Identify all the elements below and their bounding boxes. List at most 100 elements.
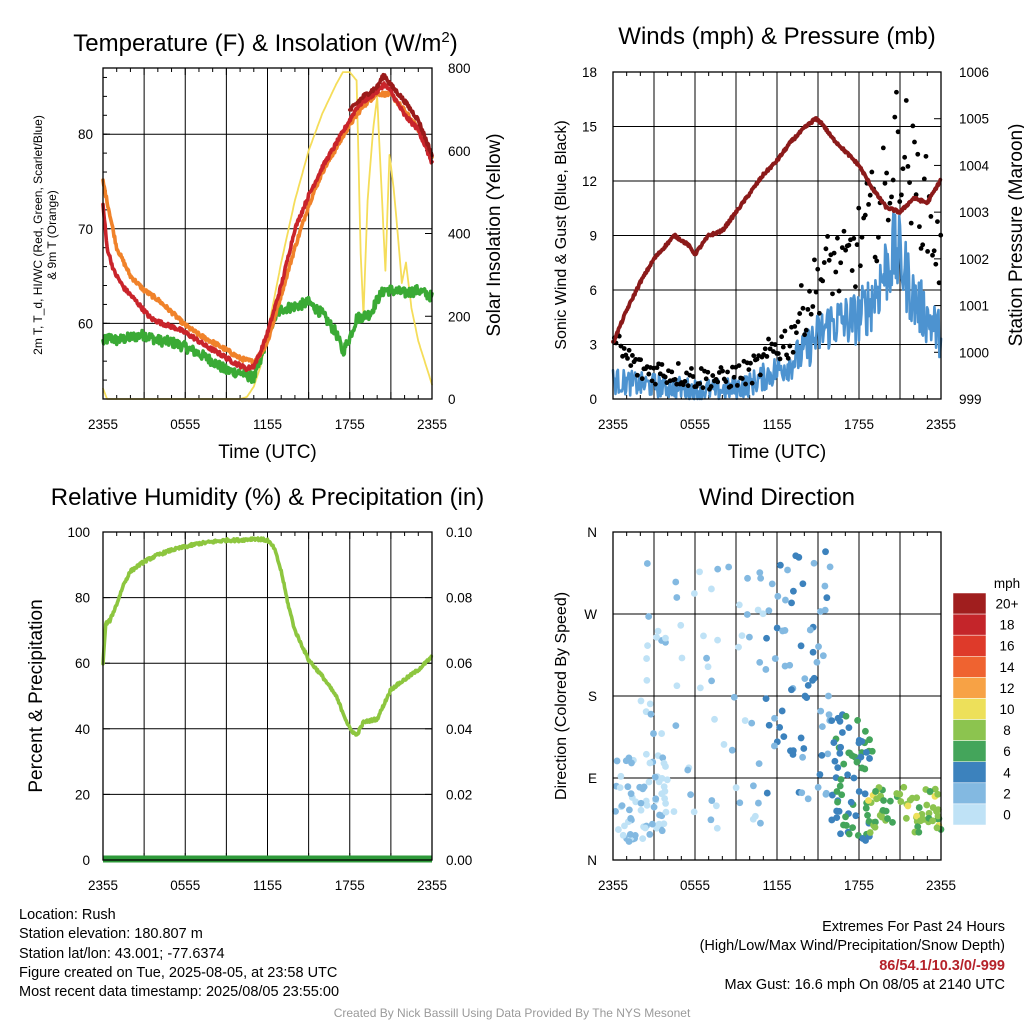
direction-point	[651, 773, 659, 781]
direction-point	[880, 797, 887, 804]
colorbar-swatch	[952, 634, 987, 657]
direction-point	[672, 722, 680, 730]
y2-tick-label: 1003	[959, 205, 989, 220]
gust-point	[634, 372, 640, 378]
gust-point	[715, 379, 721, 385]
direction-point	[866, 736, 873, 744]
direction-point	[741, 717, 749, 724]
direction-point	[784, 566, 791, 574]
direction-point	[801, 675, 809, 683]
y-axis-label: Direction (Colored By Speed)	[553, 592, 570, 800]
direction-point	[915, 804, 923, 811]
gust-point	[884, 170, 890, 176]
direction-point	[637, 806, 645, 814]
direction-point	[637, 799, 645, 807]
direction-point	[684, 766, 692, 774]
gust-point	[900, 166, 906, 172]
colorbar-label: 18	[999, 618, 1014, 633]
direction-point	[773, 624, 781, 632]
colorbar-swatch	[952, 803, 987, 826]
direction-point	[677, 621, 685, 629]
direction-point	[626, 830, 634, 838]
gust-point	[762, 346, 768, 352]
gust-point	[820, 278, 826, 284]
direction-point	[652, 795, 660, 803]
direction-point	[923, 801, 931, 809]
gust-point	[805, 306, 811, 312]
direction-point	[653, 633, 660, 641]
direction-point	[821, 606, 829, 614]
plot-area-3: 2355 0555 1155 1755 2355 0 20 40 60 80 100 0.00 0.02…	[26, 484, 484, 893]
direction-point	[660, 783, 668, 790]
series-line	[348, 72, 434, 158]
gust-point	[807, 288, 812, 294]
direction-point	[700, 632, 707, 640]
direction-point	[776, 561, 784, 569]
gust-point	[628, 363, 634, 368]
gust-point	[935, 219, 940, 225]
gust-point	[797, 311, 803, 316]
direction-point	[735, 601, 743, 609]
direction-point	[862, 749, 870, 756]
direction-point	[748, 719, 756, 727]
gust-point	[626, 347, 632, 353]
gust-point	[923, 153, 929, 159]
direction-point	[712, 802, 720, 810]
colorbar-swatch	[952, 782, 987, 805]
gust-point	[913, 192, 919, 198]
x-tick-label: 1155	[762, 878, 791, 893]
x-tick-label: 0555	[680, 878, 710, 893]
y2-tick-label: 0.08	[446, 591, 472, 606]
x-tick-label: 2355	[598, 417, 628, 432]
y2-tick-label: 0.10	[446, 525, 472, 540]
y-tick-label: 12	[582, 174, 597, 189]
direction-point	[804, 681, 812, 689]
x-tick-label: 2355	[417, 878, 447, 893]
direction-point	[647, 710, 655, 718]
direction-point	[782, 596, 789, 604]
x-tick-label: 2355	[598, 878, 628, 893]
gust-point	[920, 242, 926, 248]
direction-point	[644, 642, 651, 650]
gust-point	[767, 346, 773, 352]
direction-point	[673, 594, 681, 601]
gust-point	[823, 246, 829, 252]
gust-point	[689, 366, 694, 371]
direction-point	[646, 831, 654, 838]
gust-point	[843, 247, 849, 253]
gust-point	[889, 194, 894, 200]
direction-point	[720, 741, 728, 748]
direction-point	[833, 788, 841, 795]
x-tick-label: 1755	[335, 417, 365, 432]
y-tick-label: S	[588, 689, 597, 704]
gust-point	[839, 245, 845, 251]
x-tick-label: 2355	[88, 417, 118, 432]
gust-point	[933, 261, 939, 267]
direction-point	[627, 815, 635, 822]
gust-point	[649, 378, 655, 384]
gust-point	[672, 377, 678, 382]
y2-tick-label: 1001	[959, 299, 989, 314]
direction-point	[658, 730, 666, 737]
y2-axis-label: Station Pressure (Maroon)	[1006, 124, 1024, 347]
gust-point	[866, 201, 871, 207]
direction-point	[866, 755, 873, 762]
station-location: Location: Rush	[19, 907, 116, 923]
colorbar-label: 8	[1003, 723, 1011, 738]
gust-point	[746, 367, 752, 373]
gust-point	[841, 228, 847, 234]
gust-point	[708, 384, 714, 389]
colorbar-swatch	[952, 719, 987, 741]
direction-point	[745, 633, 753, 641]
gust-point	[918, 246, 924, 251]
y2-tick-label: 0.00	[446, 853, 472, 868]
gust-point	[777, 356, 783, 362]
gust-point	[794, 330, 799, 336]
direction-point	[754, 606, 762, 614]
gust-point	[698, 366, 704, 371]
gust-point	[908, 220, 914, 226]
gust-point	[748, 360, 753, 366]
y-tick-label: 15	[582, 120, 597, 135]
direction-point	[800, 745, 808, 752]
gust-point	[725, 369, 730, 375]
